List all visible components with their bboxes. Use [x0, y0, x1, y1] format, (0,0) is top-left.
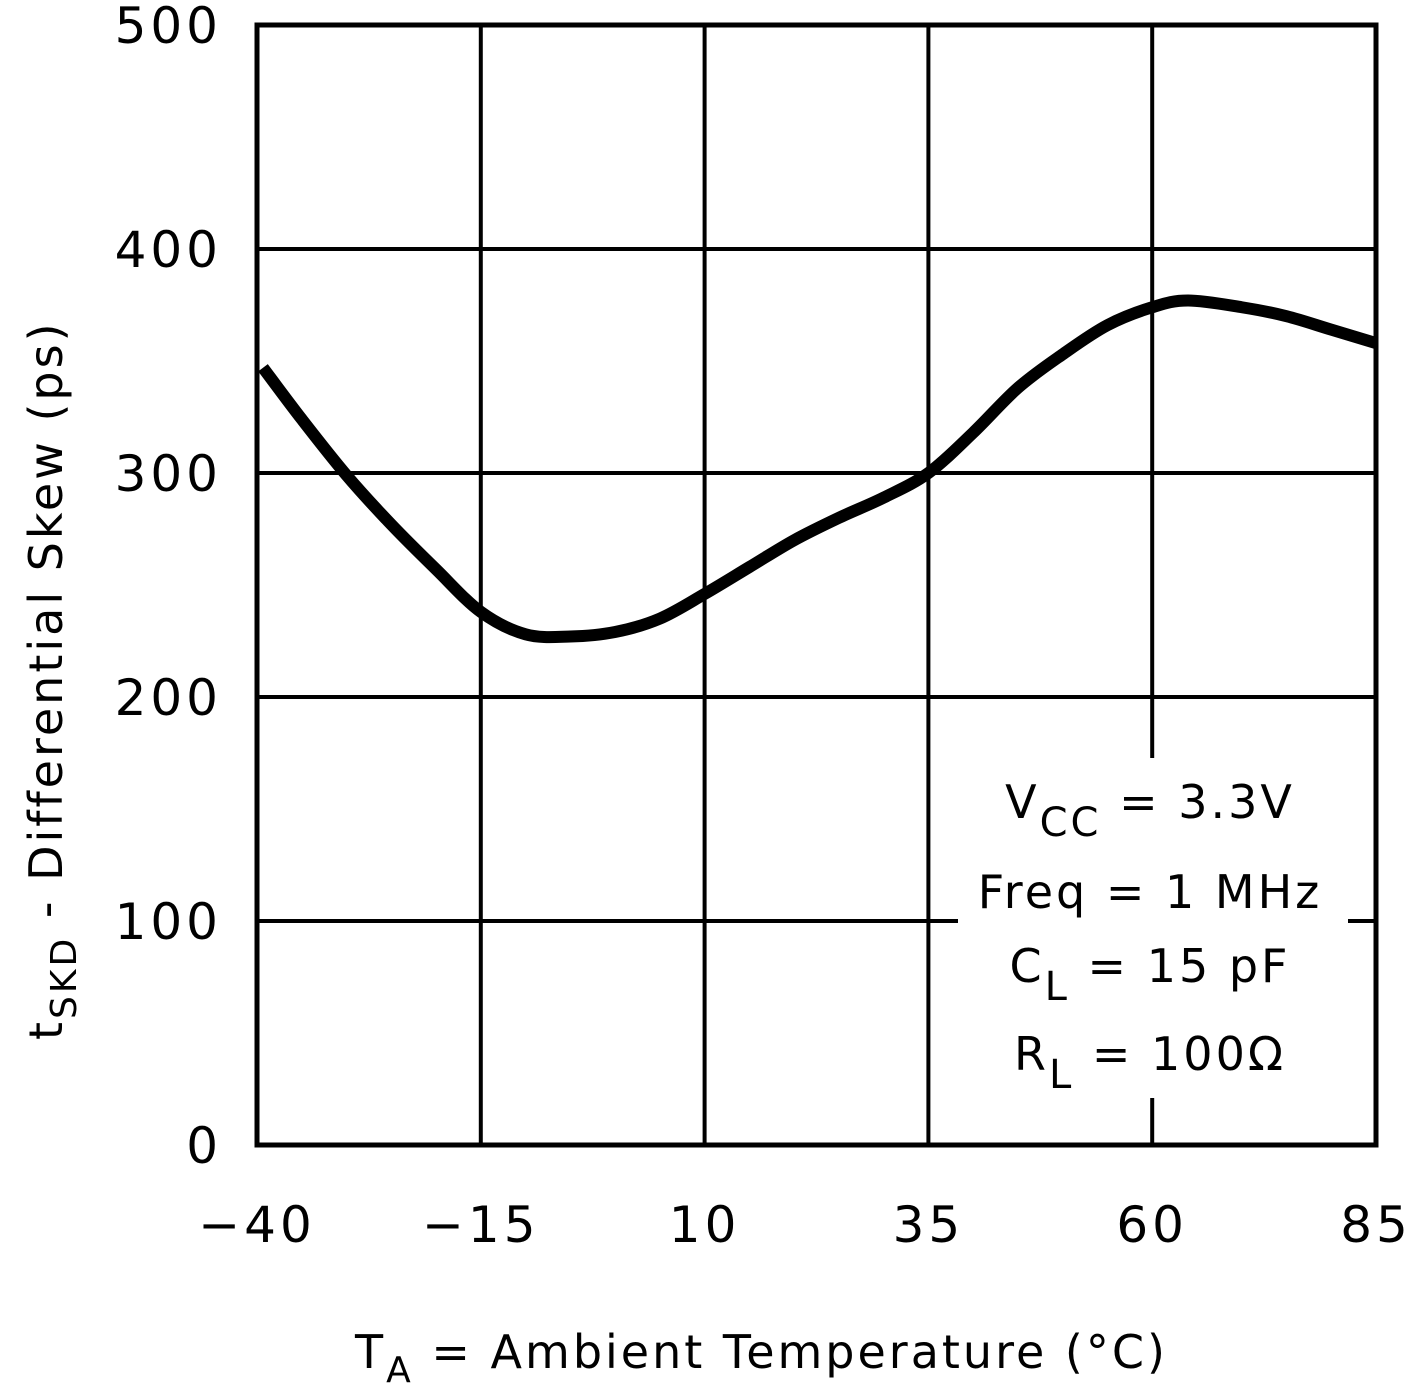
svg-text:10: 10 [669, 1196, 741, 1254]
svg-text:0: 0 [186, 1117, 222, 1175]
svg-text:35: 35 [893, 1196, 965, 1254]
annotation-box-mask [958, 758, 1348, 1098]
svg-text:500: 500 [115, 0, 222, 55]
x-axis-label: TA = Ambient Temperature (°C) [354, 1325, 1168, 1390]
plot-frame [254, 22, 1379, 1148]
svg-text:VCC = 3.3V: VCC = 3.3V [1005, 775, 1295, 846]
svg-text:CL = 15 pF: CL = 15 pF [1009, 939, 1290, 1010]
svg-text:100: 100 [115, 893, 222, 951]
y-axis-label: tSKD - Differential Skew (ps) [19, 320, 85, 1040]
svg-text:−15: −15 [422, 1196, 540, 1254]
svg-text:400: 400 [115, 221, 222, 279]
svg-text:200: 200 [115, 669, 222, 727]
svg-text:85: 85 [1340, 1196, 1409, 1254]
y-tick-labels: 0 100 200 300 400 500 [115, 0, 222, 1175]
svg-text:RL = 100Ω: RL = 100Ω [1014, 1027, 1286, 1098]
svg-text:−40: −40 [198, 1196, 316, 1254]
skew-curve [258, 294, 1378, 644]
svg-text:60: 60 [1116, 1196, 1188, 1254]
x-tick-labels: −40 −15 10 35 60 85 [198, 1196, 1409, 1254]
conditions-annotation: VCC = 3.3V Freq = 1 MHz CL = 15 pF RL = … [978, 775, 1323, 1098]
svg-text:300: 300 [115, 445, 222, 503]
svg-text:Freq = 1 MHz: Freq = 1 MHz [978, 865, 1323, 919]
